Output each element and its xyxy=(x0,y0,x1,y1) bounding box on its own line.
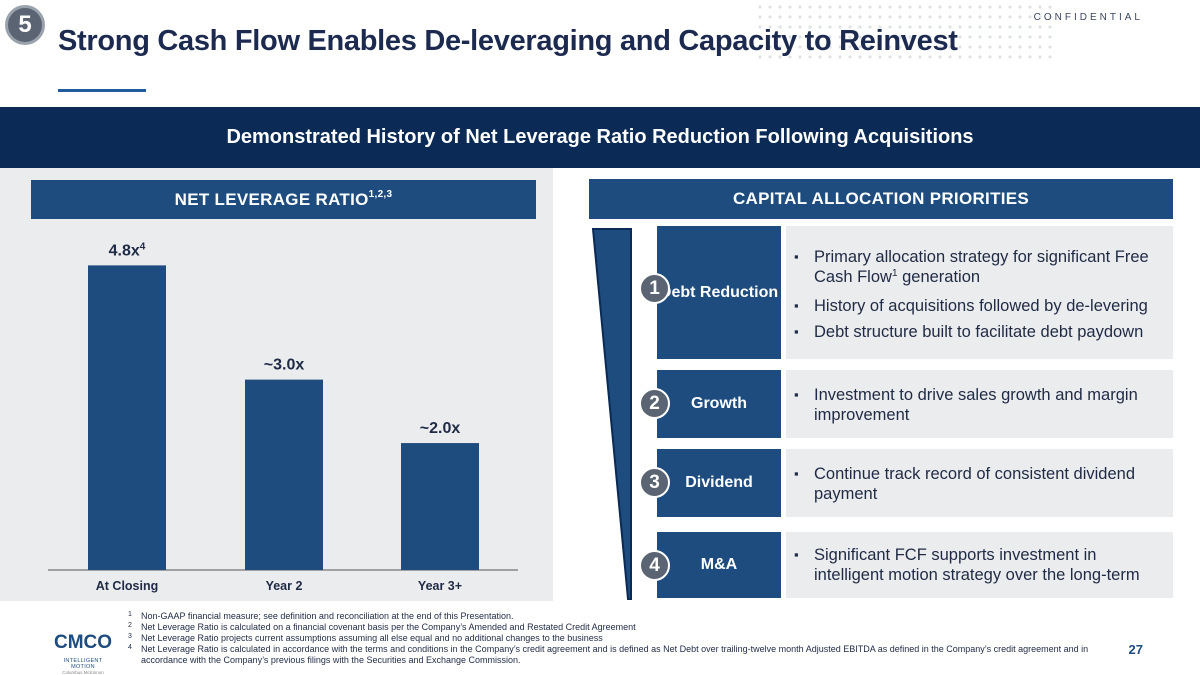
bar-at-closing xyxy=(88,265,166,570)
bullet-item: Primary allocation strategy for signific… xyxy=(794,247,1164,290)
category-label: Year 3+ xyxy=(418,579,462,593)
priority-label-debt-reduction: Debt Reduction xyxy=(657,226,781,359)
title-underline xyxy=(58,89,146,92)
priority-label-growth: Growth xyxy=(657,370,781,438)
chart-title: NET LEVERAGE RATIO xyxy=(174,189,369,209)
headline-banner: Demonstrated History of Net Leverage Rat… xyxy=(0,107,1200,168)
priority-number-1: 1 xyxy=(639,273,670,304)
chart-header: NET LEVERAGE RATIO 1,2,3 xyxy=(31,180,536,219)
bar-year-2 xyxy=(245,379,323,570)
priority-bullets-2: Investment to drive sales growth and mar… xyxy=(794,385,1164,431)
footnote-4: 4 Net Leverage Ratio is calculated in acc… xyxy=(128,644,1089,665)
company-logo: CMCO INTELLIGENT MOTION Columbus McKinno… xyxy=(52,630,114,675)
footnote-2: 2 Net Leverage Ratio is calculated on a f… xyxy=(128,622,636,632)
logo-subtext: Columbus McKinnon xyxy=(62,670,104,675)
data-label: ~2.0x xyxy=(420,420,461,437)
data-label: ~3.0x xyxy=(264,357,305,374)
page-number: 27 xyxy=(1128,642,1143,657)
data-label: 4.8x4 xyxy=(109,241,146,259)
net-leverage-bar-chart: 4.8x4 At Closing ~3.0x Year 2 ~2.0x Year 3+ xyxy=(48,241,518,593)
bullet-item: History of acquisitions followed by de-l… xyxy=(794,296,1164,316)
svg-text:CMCO: CMCO xyxy=(54,632,112,652)
priority-number-4: 4 xyxy=(639,550,670,581)
capital-allocation-header: CAPITAL ALLOCATION PRIORITIES xyxy=(589,179,1173,219)
chart-title-superscript: 1,2,3 xyxy=(368,189,393,200)
decorative-dot-pattern xyxy=(755,2,1055,64)
footnote-3: 3 Net Leverage Ratio projects current ass… xyxy=(128,633,603,643)
priority-bullets-1: Primary allocation strategy for signific… xyxy=(794,247,1164,348)
category-label: Year 2 xyxy=(266,579,303,593)
priority-label-m-and-a: M&A xyxy=(657,532,781,598)
confidential-label: CONFIDENTIAL xyxy=(1033,12,1143,23)
page-title: Strong Cash Flow Enables De-leveraging a… xyxy=(58,25,958,57)
priority-funnel-shape xyxy=(592,228,632,600)
logo-mark-icon: CMCO xyxy=(54,632,112,653)
logo-tagline: INTELLIGENT MOTION xyxy=(63,658,103,670)
bullet-item: Investment to drive sales growth and mar… xyxy=(794,385,1164,425)
bullet-item: Debt structure built to facilitate debt … xyxy=(794,322,1164,342)
footnote-1: 1 Non-GAAP financial measure; see definit… xyxy=(128,611,514,621)
section-number-badge: 5 xyxy=(5,5,45,45)
priority-bullets-3: Continue track record of consistent divi… xyxy=(794,464,1164,510)
bullet-item: Significant FCF supports investment in i… xyxy=(794,545,1164,585)
priority-bullets-4: Significant FCF supports investment in i… xyxy=(794,545,1164,591)
priority-label-dividend: Dividend xyxy=(657,449,781,517)
footnotes: 1 Non-GAAP financial measure; see definit… xyxy=(128,611,1118,666)
bullet-item: Continue track record of consistent divi… xyxy=(794,464,1164,504)
category-label: At Closing xyxy=(96,579,159,593)
priority-number-3: 3 xyxy=(639,467,670,498)
bar-year-3- xyxy=(401,443,479,570)
priority-number-2: 2 xyxy=(639,388,670,419)
